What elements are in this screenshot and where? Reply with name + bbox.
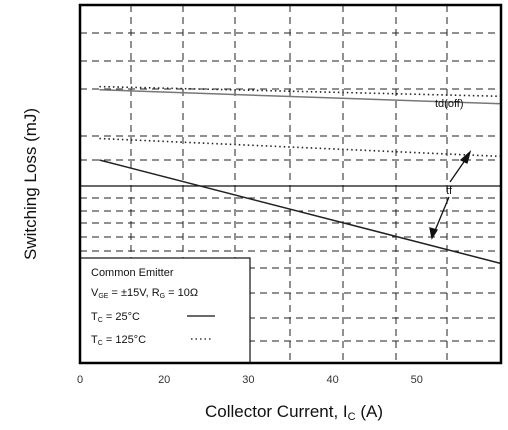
legend-rg-sub: G <box>160 293 165 300</box>
legend-vge-value: = ±15V, R <box>108 287 159 299</box>
legend-line-1: Common Emitter <box>91 267 174 279</box>
plot-frame <box>78 3 503 365</box>
x-axis-label-main: Collector Current, I <box>205 402 348 421</box>
legend-line-4: TC = 125°C <box>91 334 146 347</box>
legend-line-2: VGE = ±15V, RG = 10Ω <box>91 287 198 300</box>
x-tick-label: 20 <box>158 374 170 386</box>
legend-tc125: T <box>91 334 98 346</box>
legend: Common Emitter VGE = ±15V, RG = 10Ω TC =… <box>79 257 251 364</box>
tf-arrow-lower-head <box>429 227 439 240</box>
legend-tc125-sub: C <box>98 340 103 347</box>
annotation-tf: tf <box>446 185 453 197</box>
grid-lines <box>80 5 501 363</box>
x-tick-label: 30 <box>242 374 254 386</box>
x-axis-label-unit: (A) <box>356 402 383 421</box>
x-tick-labels: 0 20 30 40 50 <box>77 374 423 386</box>
tf-arrow-lower <box>433 196 450 234</box>
legend-tc25-sub: C <box>98 317 103 324</box>
series-lines <box>99 85 502 265</box>
legend-tc25: T <box>91 311 98 323</box>
x-axis-label-sub: C <box>348 411 356 423</box>
legend-vge: V <box>91 287 99 299</box>
tf-arrows <box>429 150 472 240</box>
x-tick-label: 40 <box>326 374 338 386</box>
tf-arrow-upper-head <box>459 150 472 164</box>
series-line-tdoff-25 <box>99 89 502 105</box>
x-tick-label: 0 <box>77 374 83 386</box>
legend-rg-value: = 10Ω <box>165 287 198 299</box>
x-axis-label: Collector Current, IC (A) <box>205 402 383 423</box>
y-axis-label: Switching Loss (mJ) <box>21 108 40 260</box>
legend-line-3: TC = 25°C <box>91 311 140 324</box>
legend-vge-sub: GE <box>98 293 108 300</box>
legend-tc25-value: = 25°C <box>103 311 140 323</box>
x-tick-label: 50 <box>411 374 423 386</box>
annotation-tdoff: td(off) <box>435 98 464 110</box>
legend-tc125-value: = 125°C <box>103 334 146 346</box>
series-line-tf-25 <box>99 159 502 265</box>
